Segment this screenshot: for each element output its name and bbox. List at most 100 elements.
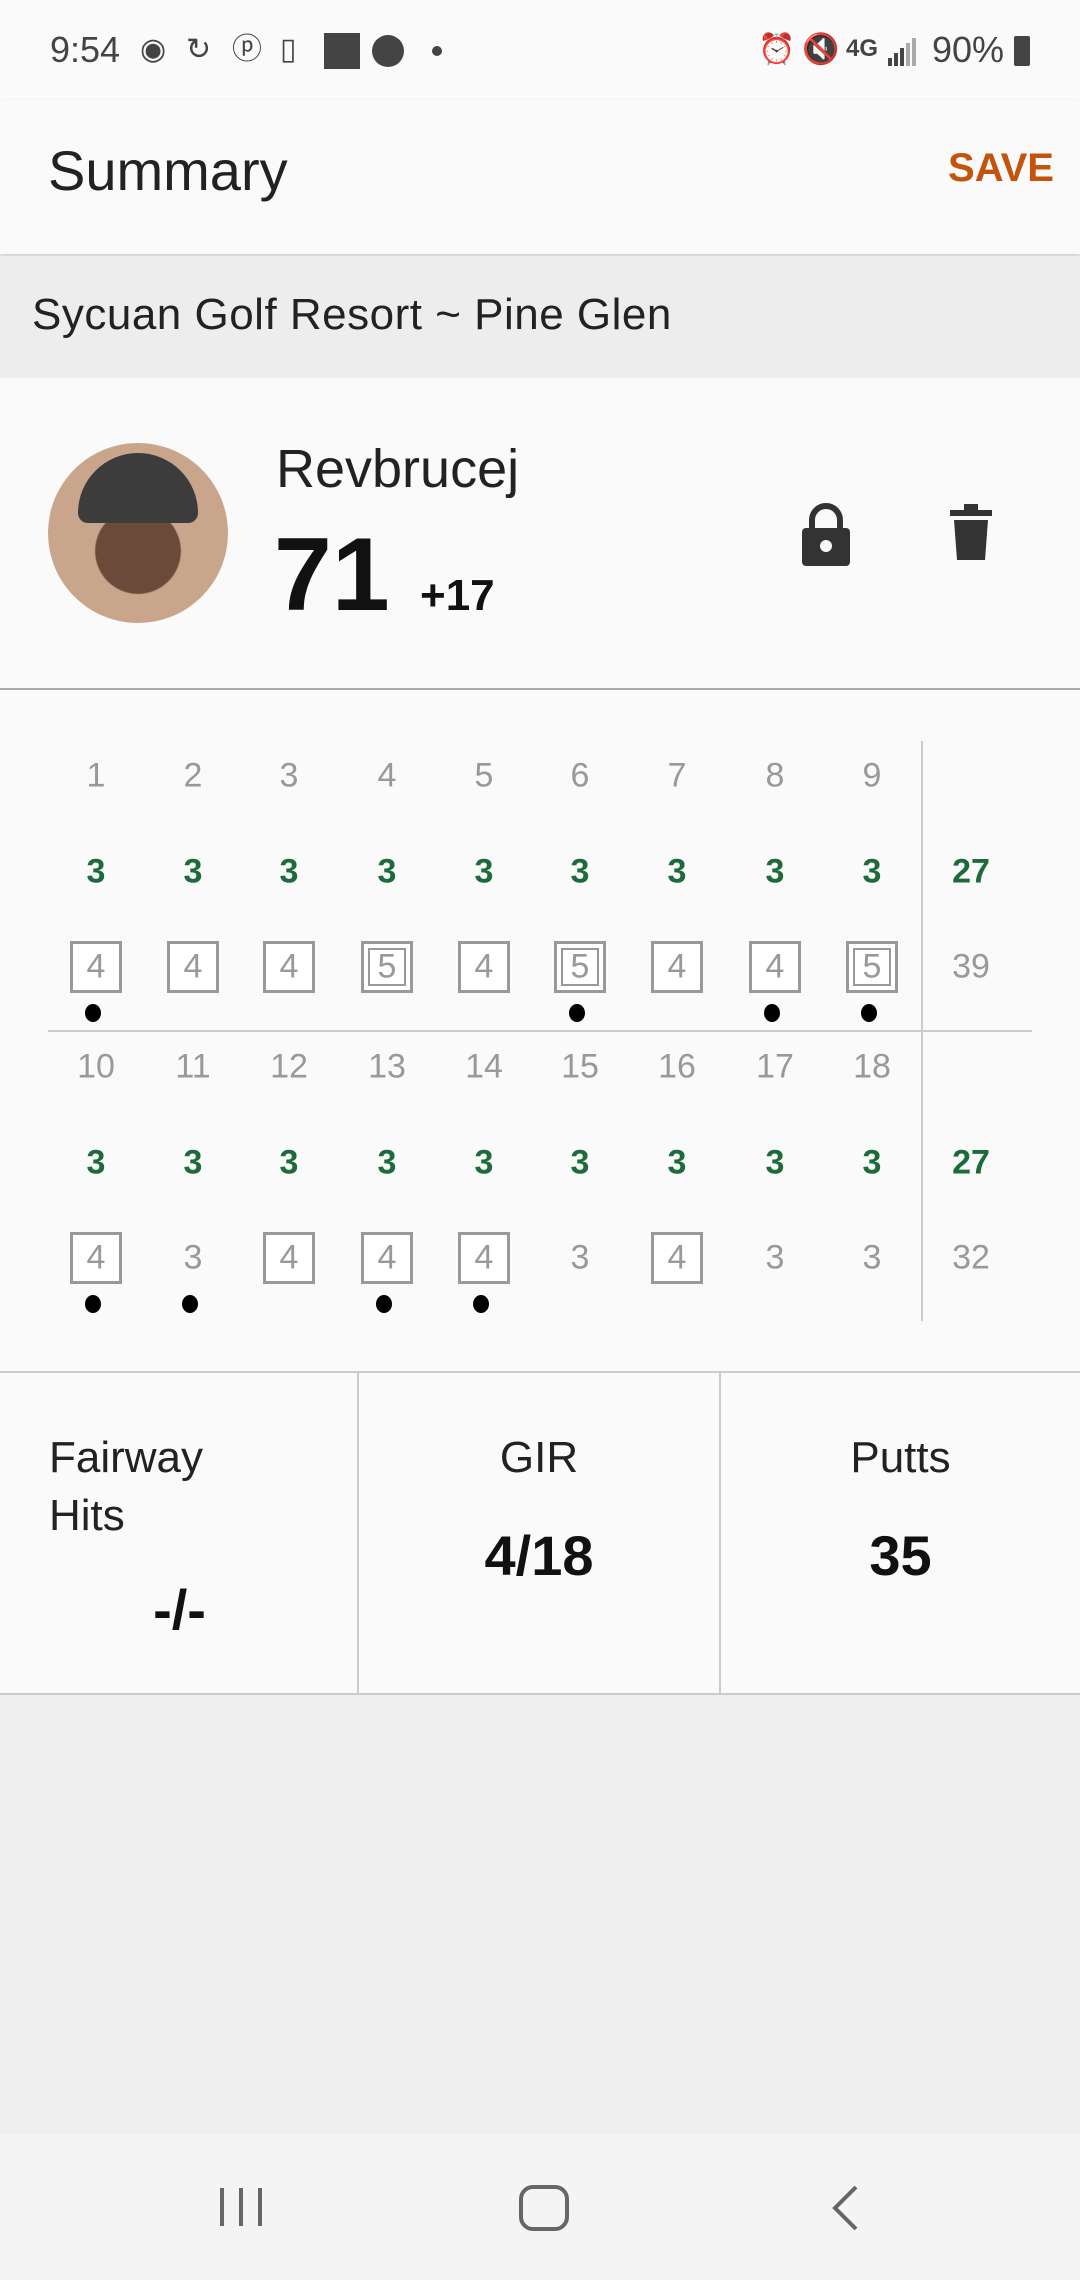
- hole-number: 5: [474, 756, 494, 795]
- hole-score[interactable]: 5: [377, 947, 397, 986]
- hole-number: 3: [279, 756, 299, 795]
- hole-number: 17: [756, 1047, 794, 1086]
- hole-par: 3: [862, 852, 882, 891]
- fairway-hits-stat: Fairway Hits -/-: [0, 1373, 359, 1693]
- hole-number: 7: [667, 756, 687, 795]
- hole-score[interactable]: 3: [570, 1238, 590, 1277]
- bogey-box: [70, 941, 122, 993]
- app-bar: Summary SAVE: [0, 100, 1080, 254]
- hole-score[interactable]: 4: [279, 947, 299, 986]
- putt-dot: [569, 1004, 585, 1022]
- hole-par: 3: [862, 1143, 882, 1182]
- nine-divider: [48, 1030, 1032, 1032]
- hole-score[interactable]: 4: [183, 947, 203, 986]
- charles-schwab-icon: [324, 33, 360, 69]
- score-total: 32: [952, 1238, 990, 1277]
- hole-score[interactable]: 3: [183, 1238, 203, 1277]
- network-type: 4G: [846, 35, 879, 62]
- gir-stat: GIR 4/18: [359, 1373, 721, 1693]
- putts-label: Putts: [850, 1433, 951, 1482]
- hole-score[interactable]: 4: [86, 1238, 106, 1277]
- gir-value: 4/18: [484, 1524, 594, 1587]
- hole-score[interactable]: 4: [474, 947, 494, 986]
- gir-label: GIR: [499, 1433, 579, 1482]
- hole-score[interactable]: 4: [279, 1238, 299, 1277]
- avatar[interactable]: [48, 443, 228, 623]
- bogey-box: [263, 941, 315, 993]
- hole-score[interactable]: 4: [474, 1238, 494, 1277]
- hole-number: 6: [570, 756, 590, 795]
- bogey-box: [749, 941, 801, 993]
- hole-number: 13: [368, 1047, 406, 1086]
- hole-number: 16: [658, 1047, 696, 1086]
- putt-dot: [85, 1004, 101, 1022]
- recent-apps-icon[interactable]: [218, 2186, 264, 2228]
- lock-icon[interactable]: [800, 502, 852, 566]
- bogey-box: [361, 1232, 413, 1284]
- putt-dot: [764, 1004, 780, 1022]
- hole-par: 3: [86, 852, 106, 891]
- signal-icon: [888, 38, 916, 66]
- hole-par: 3: [667, 1143, 687, 1182]
- bogey-box: [70, 1232, 122, 1284]
- hole-score[interactable]: 4: [765, 947, 785, 986]
- par-total: 27: [952, 852, 990, 891]
- id-phone-icon: ▯: [280, 33, 297, 66]
- page-title: Summary: [48, 139, 288, 202]
- putt-dot: [182, 1295, 198, 1313]
- home-icon[interactable]: [518, 2184, 570, 2232]
- hole-score[interactable]: 5: [570, 947, 590, 986]
- trash-icon[interactable]: [950, 504, 992, 560]
- hole-number: 4: [377, 756, 397, 795]
- hole-score[interactable]: 3: [765, 1238, 785, 1277]
- hole-score[interactable]: 4: [667, 1238, 687, 1277]
- fairway-value: -/-: [153, 1578, 206, 1641]
- hole-number: 10: [77, 1047, 115, 1086]
- hole-score[interactable]: 4: [86, 947, 106, 986]
- double-bogey-box: [846, 941, 898, 993]
- hole-par: 3: [765, 1143, 785, 1182]
- pinterest-icon: ⓟ: [232, 33, 262, 66]
- back-icon[interactable]: [830, 2184, 860, 2232]
- fairway-label-2: Hits: [49, 1491, 125, 1540]
- double-bogey-box: [554, 941, 606, 993]
- hole-score[interactable]: 4: [667, 947, 687, 986]
- dot-icon: [432, 46, 442, 56]
- course-banner: Sycuan Golf Resort ~ Pine Glen: [0, 256, 1080, 378]
- scorecard: 1 3 4 2 3 4 3 3 4 4 3 5 5 3 4 6 3 5 7 3 4 8 3 4 9 3 5 27 39 10 3 4 11 3 3 1…: [0, 690, 1080, 1371]
- hole-par: 3: [474, 1143, 494, 1182]
- bogey-box: [263, 1232, 315, 1284]
- navigation-bar: [0, 2134, 1080, 2280]
- player-name: Revbrucej: [276, 439, 520, 499]
- fairway-label: Fairway: [49, 1433, 204, 1482]
- score-total: 39: [952, 947, 990, 986]
- putts-value: 35: [869, 1524, 932, 1587]
- hole-score[interactable]: 4: [377, 1238, 397, 1277]
- battery-level: 90%: [932, 29, 1005, 70]
- bogey-box: [458, 941, 510, 993]
- hole-par: 3: [279, 852, 299, 891]
- putt-dot: [473, 1295, 489, 1313]
- alarm-icon: ⏰: [758, 33, 796, 66]
- sync-icon: ↻: [186, 33, 212, 66]
- hole-par: 3: [183, 852, 203, 891]
- score-to-par: +17: [420, 571, 495, 620]
- hole-par: 3: [183, 1143, 203, 1182]
- course-name: Sycuan Golf Resort ~ Pine Glen: [32, 290, 672, 339]
- hole-par: 3: [570, 852, 590, 891]
- bogey-box: [458, 1232, 510, 1284]
- hole-number: 12: [270, 1047, 308, 1086]
- save-button[interactable]: SAVE: [948, 146, 1054, 190]
- hole-score[interactable]: 3: [862, 1238, 882, 1277]
- par-total: 27: [952, 1143, 990, 1182]
- putt-dot: [376, 1295, 392, 1313]
- account-icon: [372, 35, 404, 67]
- hole-number: 15: [561, 1047, 599, 1086]
- hole-par: 3: [377, 852, 397, 891]
- hole-par: 3: [377, 1143, 397, 1182]
- double-bogey-box: [361, 941, 413, 993]
- hole-number: 11: [175, 1047, 211, 1086]
- hole-score[interactable]: 5: [862, 947, 882, 986]
- hole-number: 14: [465, 1047, 503, 1086]
- total-score: 71: [274, 517, 390, 633]
